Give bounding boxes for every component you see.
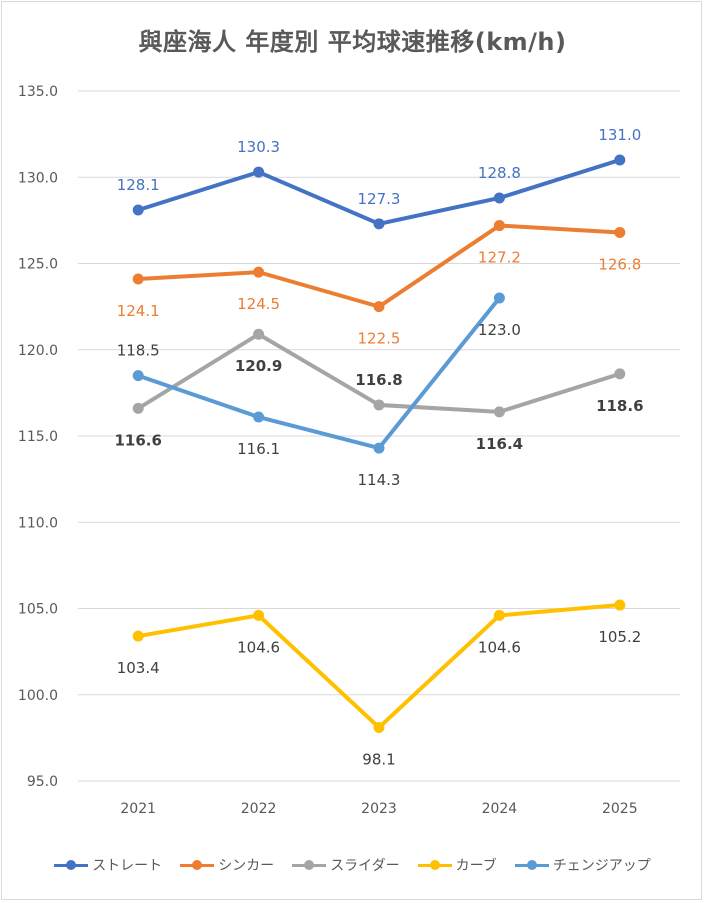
- data-label: 120.9: [235, 357, 282, 375]
- data-label: 127.2: [478, 249, 521, 267]
- series-line: [136, 223, 622, 309]
- legend-item: ストレート: [54, 855, 162, 875]
- data-label: 118.6: [596, 397, 643, 415]
- data-label: 116.6: [114, 431, 161, 449]
- data-point: [373, 722, 385, 734]
- data-label: 127.3: [358, 190, 401, 208]
- data-point: [373, 442, 385, 454]
- data-point: [132, 370, 144, 382]
- y-tick-label: 100.0: [18, 688, 58, 704]
- data-point: [253, 411, 265, 423]
- data-label: 98.1: [362, 751, 395, 769]
- legend-marker: [526, 860, 537, 870]
- data-point: [493, 220, 505, 232]
- legend-label: スライダー: [330, 858, 400, 874]
- legend: ストレート シンカー スライダー カーブ チェンジアップ: [0, 855, 705, 875]
- y-tick-label: 125.0: [18, 257, 58, 273]
- data-point: [493, 609, 505, 621]
- x-tick-label: 2024: [482, 801, 518, 817]
- y-tick-label: 105.0: [18, 602, 58, 618]
- data-label: 131.0: [598, 126, 641, 144]
- data-point: [493, 406, 505, 418]
- data-label: 123.0: [478, 321, 521, 339]
- legend-swatch: [54, 859, 89, 871]
- y-tick-label: 135.0: [18, 84, 58, 100]
- data-label: 116.1: [237, 440, 280, 458]
- legend-item: カーブ: [417, 855, 497, 875]
- data-label: 124.5: [237, 295, 280, 313]
- chart-title: 與座海人 年度別 平均球速推移(km/h): [138, 28, 567, 56]
- legend-item: チェンジアップ: [514, 855, 651, 875]
- legend-swatch: [417, 859, 452, 871]
- legend-marker: [304, 860, 315, 870]
- legend-marker: [66, 860, 77, 870]
- series-line: [136, 296, 502, 451]
- y-tick-label: 95.0: [27, 774, 58, 790]
- y-tick-label: 130.0: [18, 170, 58, 186]
- data-label: 116.4: [476, 435, 523, 453]
- data-label: 114.3: [358, 471, 401, 489]
- y-tick-label: 115.0: [18, 429, 58, 445]
- x-tick-label: 2023: [361, 801, 397, 817]
- data-label: 104.6: [478, 638, 521, 656]
- data-point: [493, 192, 505, 204]
- legend-swatch: [180, 859, 215, 871]
- y-tick-label: 110.0: [18, 515, 58, 531]
- data-label: 105.2: [598, 628, 641, 646]
- data-label: 124.1: [117, 302, 160, 320]
- data-label: 104.6: [237, 638, 280, 656]
- legend-swatch: [292, 859, 327, 871]
- legend-label: カーブ: [455, 858, 497, 874]
- data-label: 122.5: [358, 330, 401, 348]
- y-tick-label: 120.0: [18, 343, 58, 359]
- data-point: [132, 630, 144, 642]
- data-point: [253, 266, 265, 278]
- data-point: [132, 204, 144, 216]
- data-label: 103.4: [117, 659, 160, 677]
- x-tick-label: 2025: [602, 801, 638, 817]
- legend-item: シンカー: [180, 855, 274, 875]
- data-point: [614, 368, 626, 380]
- legend-label: ストレート: [92, 858, 163, 874]
- legend-marker: [192, 860, 203, 870]
- data-label: 118.5: [117, 342, 160, 360]
- data-label: 130.3: [237, 138, 280, 156]
- data-point: [373, 399, 385, 411]
- data-point: [253, 609, 265, 621]
- data-label: 126.8: [598, 255, 641, 273]
- data-point: [373, 218, 385, 230]
- data-label: 128.8: [478, 164, 521, 182]
- legend-item: スライダー: [292, 855, 400, 875]
- data-point: [253, 166, 265, 178]
- data-point: [614, 154, 626, 166]
- legend-marker: [429, 860, 440, 870]
- legend-label: チェンジアップ: [552, 858, 651, 874]
- data-point: [493, 292, 505, 304]
- data-point: [132, 402, 144, 414]
- legend-swatch: [514, 859, 549, 871]
- data-point: [373, 301, 385, 313]
- data-point: [614, 599, 626, 611]
- series-line: [136, 603, 622, 730]
- data-point: [132, 273, 144, 285]
- data-label: 116.8: [355, 371, 402, 389]
- data-point: [614, 226, 626, 238]
- legend-label: シンカー: [218, 858, 275, 874]
- x-tick-label: 2022: [241, 801, 277, 817]
- x-tick-label: 2021: [120, 801, 156, 817]
- data-point: [253, 328, 265, 340]
- data-label: 128.1: [117, 176, 160, 194]
